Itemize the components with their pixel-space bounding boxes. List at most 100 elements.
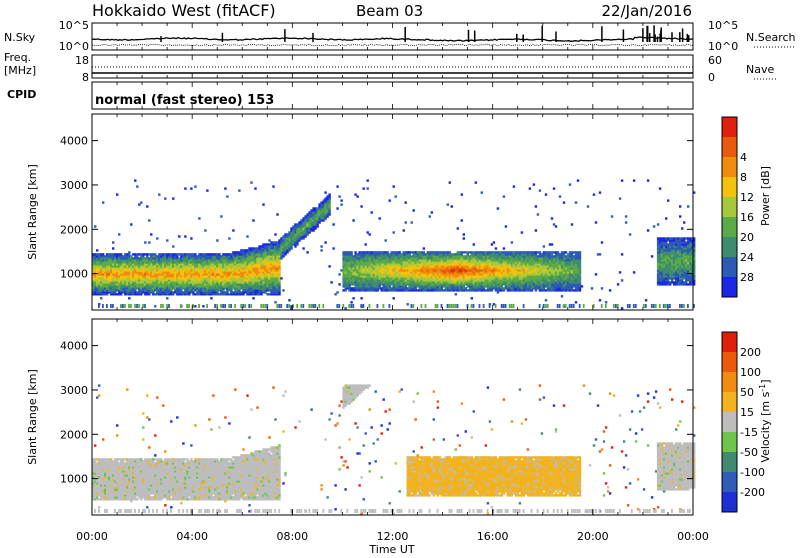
heatmap-cell bbox=[533, 183, 535, 185]
heatmap-cell bbox=[274, 233, 276, 235]
heatmap-cell bbox=[204, 229, 206, 231]
noise-tick-bottom-left: 10^0 bbox=[59, 40, 89, 53]
heatmap-cell bbox=[363, 187, 365, 189]
heatmap-cell bbox=[328, 193, 330, 195]
heatmap-cell bbox=[94, 225, 96, 227]
heatmap-cell bbox=[306, 251, 308, 253]
heatmap-cell bbox=[128, 251, 130, 253]
heatmap-cell bbox=[116, 193, 118, 195]
heatmap-cell bbox=[521, 231, 523, 233]
heatmap-cell bbox=[535, 229, 537, 231]
heatmap-cell bbox=[571, 223, 573, 225]
heatmap-cell bbox=[497, 207, 499, 209]
heatmap-cell bbox=[395, 195, 397, 197]
heatmap-cell bbox=[274, 301, 276, 303]
heatmap-cell bbox=[595, 221, 597, 223]
heatmap-cell bbox=[601, 287, 603, 289]
heatmap-cell bbox=[647, 179, 649, 181]
heatmap-cell bbox=[389, 199, 391, 201]
heatmap-cell bbox=[338, 283, 340, 285]
heatmap-cell bbox=[665, 217, 667, 219]
heatmap-cell bbox=[543, 245, 545, 247]
cpid-panel: CPID normal (fast stereo) 153 bbox=[7, 82, 693, 109]
nave-tick-bottom: 0 bbox=[708, 71, 715, 84]
heatmap-cell bbox=[180, 253, 182, 255]
heatmap-cell bbox=[198, 217, 200, 219]
heatmap-cell bbox=[421, 251, 423, 253]
heatmap-cell bbox=[659, 187, 661, 189]
beam-label: Beam 03 bbox=[356, 2, 423, 20]
heatmap-cell bbox=[405, 221, 407, 223]
heatmap-cell bbox=[561, 295, 563, 297]
heatmap-cell bbox=[136, 185, 138, 187]
heatmap-cell bbox=[475, 181, 477, 183]
heatmap-cell bbox=[651, 255, 653, 257]
heatmap-cell bbox=[543, 251, 545, 253]
heatmap-cell bbox=[340, 199, 342, 201]
heatmap-cell bbox=[134, 179, 136, 181]
heatmap-cell bbox=[529, 187, 531, 189]
heatmap-cell bbox=[112, 247, 114, 249]
heatmap-cell bbox=[633, 179, 635, 181]
heatmap-cell bbox=[563, 201, 565, 203]
noise-search-label: N.Search bbox=[746, 31, 796, 44]
heatmap-cell bbox=[553, 187, 555, 189]
heatmap-cell bbox=[206, 189, 208, 191]
heatmap-cell bbox=[385, 239, 387, 241]
heatmap-cell bbox=[302, 247, 304, 249]
heatmap-cell bbox=[232, 229, 234, 231]
heatmap-cell bbox=[403, 229, 405, 231]
heatmap-cell bbox=[605, 301, 607, 303]
heatmap-cell bbox=[166, 239, 168, 241]
heatmap-cell bbox=[288, 299, 290, 301]
heatmap-cell bbox=[172, 197, 174, 199]
heatmap-cell bbox=[535, 205, 537, 207]
heatmap-cell bbox=[190, 187, 192, 189]
noise-sky-label: N.Sky bbox=[4, 31, 36, 44]
heatmap-cell bbox=[411, 221, 413, 223]
heatmap-cell bbox=[393, 231, 395, 233]
heatmap-cell bbox=[190, 237, 192, 239]
heatmap-cell bbox=[184, 235, 186, 237]
heatmap-cell bbox=[122, 255, 124, 257]
heatmap-cell bbox=[254, 187, 256, 189]
heatmap-cell bbox=[356, 195, 358, 197]
nave-label: Nave bbox=[746, 63, 774, 76]
heatmap-cell bbox=[447, 203, 449, 205]
heatmap-cell bbox=[164, 197, 166, 199]
heatmap-cell bbox=[118, 233, 120, 235]
cpid-label: CPID bbox=[7, 88, 36, 101]
heatmap-cell bbox=[336, 185, 338, 187]
heatmap-cell bbox=[581, 285, 583, 287]
heatmap-cell bbox=[320, 249, 322, 251]
heatmap-cell bbox=[405, 201, 407, 203]
heatmap-cell bbox=[599, 191, 601, 193]
heatmap-cell bbox=[621, 307, 623, 309]
heatmap-cell bbox=[645, 299, 647, 301]
heatmap-cell bbox=[633, 271, 635, 273]
heatmap-cell bbox=[575, 201, 577, 203]
heatmap-cell bbox=[156, 237, 158, 239]
heatmap-cell bbox=[300, 219, 302, 221]
freq-tick-bottom: 8 bbox=[82, 71, 89, 84]
heatmap-cell bbox=[332, 247, 334, 249]
heatmap-cell bbox=[455, 293, 457, 295]
date-label: 22/Jan/2016 bbox=[602, 2, 693, 20]
heatmap-cell bbox=[625, 215, 627, 217]
heatmap-cell bbox=[360, 251, 362, 253]
heatmap-cell bbox=[575, 301, 577, 303]
heatmap-cell bbox=[100, 297, 102, 299]
heatmap-cell bbox=[226, 195, 228, 197]
heatmap-cell bbox=[423, 247, 425, 249]
heatmap-cell bbox=[96, 249, 98, 251]
heatmap-cell bbox=[344, 307, 346, 309]
heatmap-cell bbox=[461, 193, 463, 195]
heatmap-cell bbox=[579, 251, 581, 253]
heatmap-cell bbox=[371, 211, 373, 213]
heatmap-cell bbox=[158, 193, 160, 195]
heatmap-cell bbox=[609, 289, 611, 291]
freq-label: Freq. bbox=[4, 51, 31, 64]
cpid-mode: normal (fast stereo) 153 bbox=[95, 93, 274, 108]
